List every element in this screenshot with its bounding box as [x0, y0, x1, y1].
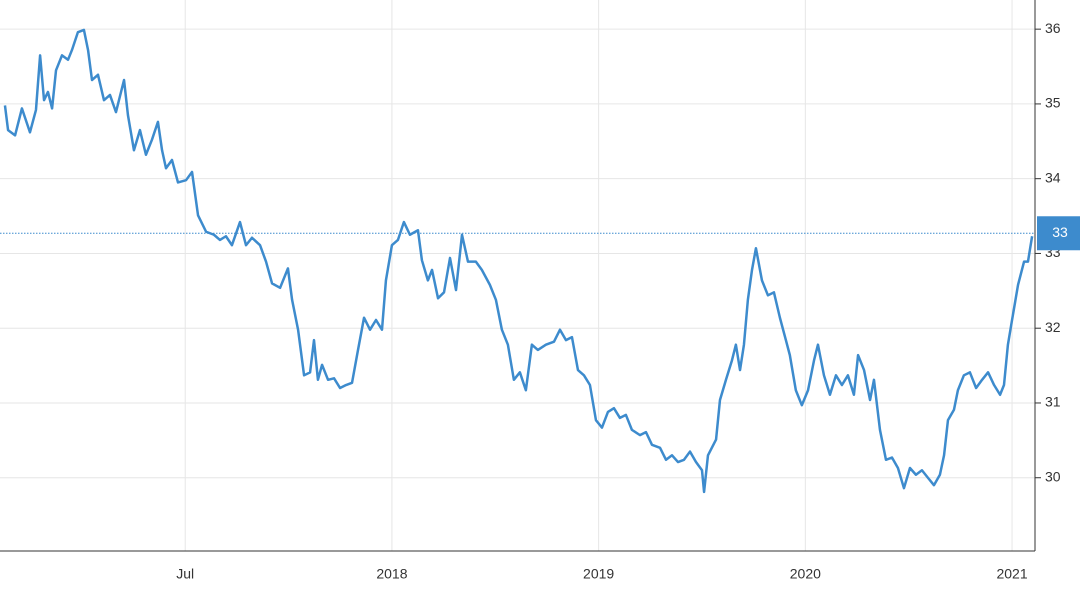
y-tick-label: 36	[1045, 20, 1061, 36]
y-tick-label: 32	[1045, 319, 1061, 335]
x-tick-label: 2019	[583, 566, 614, 582]
last-value-box	[1037, 216, 1080, 251]
x-tick-label: Jul	[176, 566, 194, 582]
x-tick-label: 2021	[996, 566, 1027, 582]
x-tick-label: 2020	[790, 566, 821, 582]
line-series	[3, 28, 1034, 494]
y-tick-label: 35	[1045, 95, 1061, 111]
y-tick-label: 30	[1045, 468, 1061, 484]
y-tick-label: 31	[1045, 394, 1061, 410]
x-tick-label: 2018	[376, 566, 407, 582]
y-tick-label: 34	[1045, 169, 1061, 185]
last-value-label: 33	[1052, 224, 1068, 240]
